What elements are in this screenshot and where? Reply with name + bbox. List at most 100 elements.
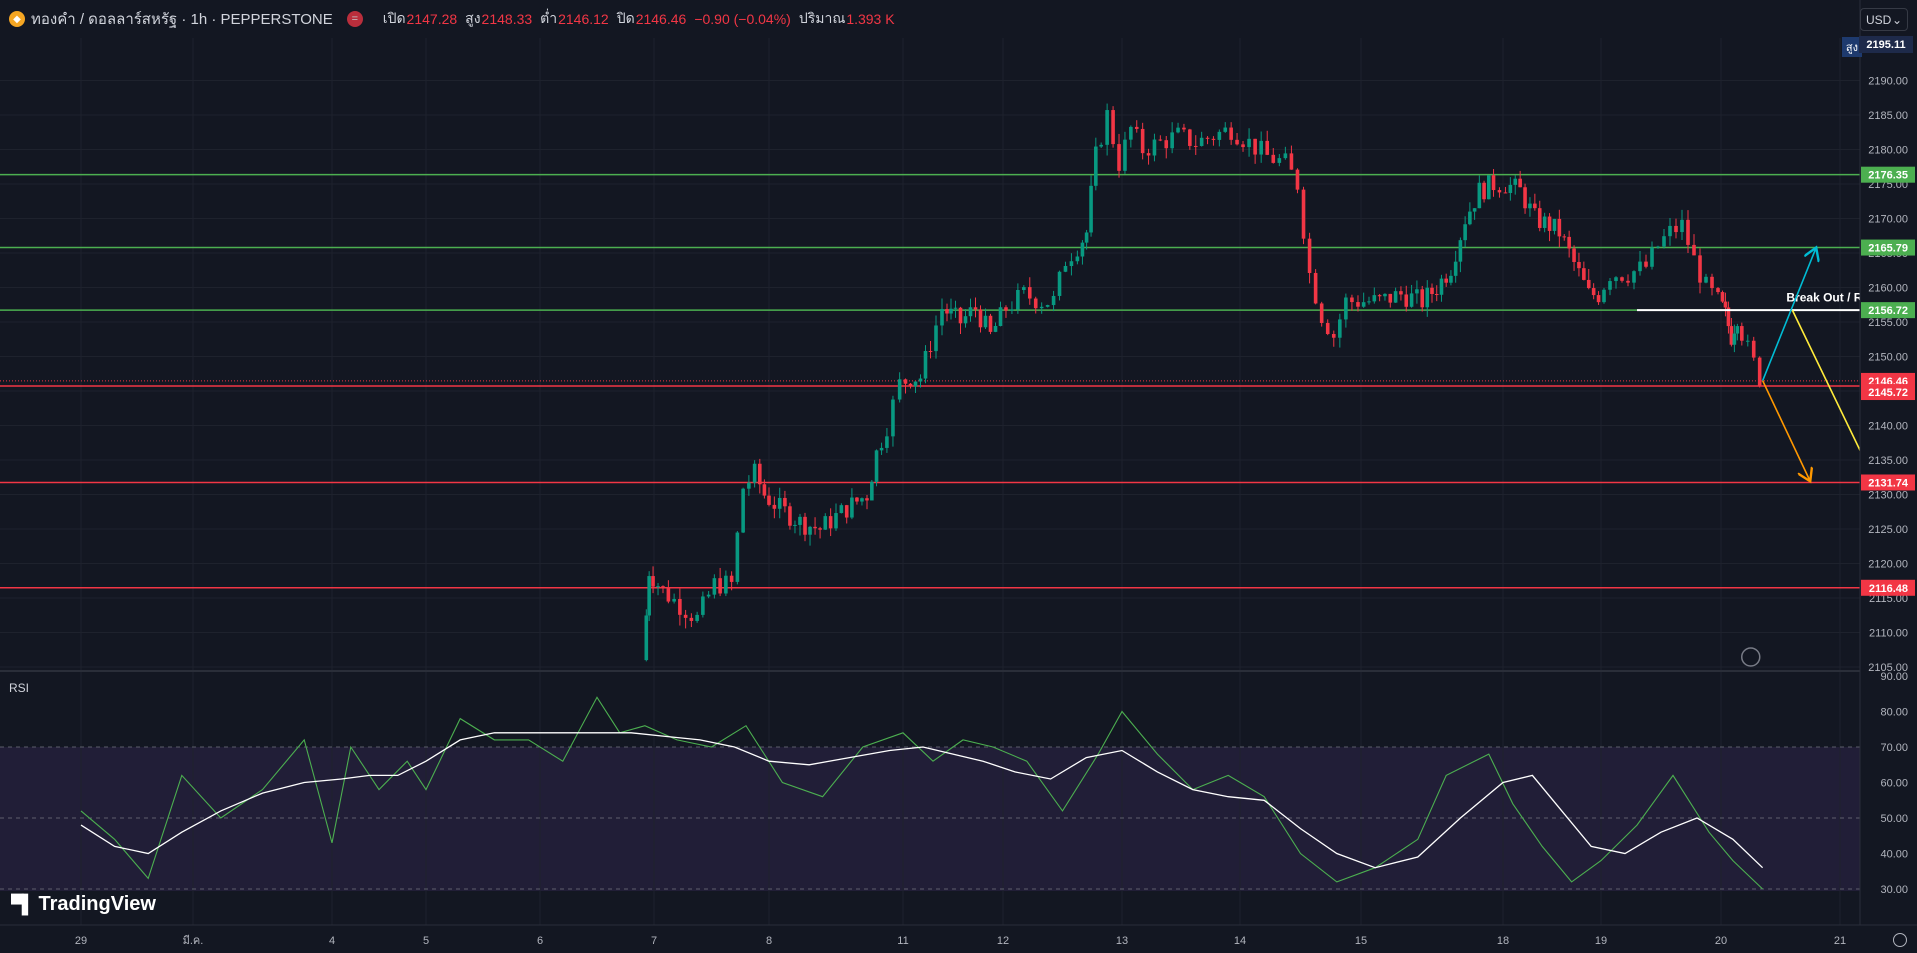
candle-body (1295, 169, 1300, 190)
settings-icon[interactable] (1893, 933, 1907, 947)
candle-body (913, 381, 918, 387)
candle-body (1686, 219, 1690, 245)
rsi-tick-label: 70.00 (1880, 742, 1908, 754)
candle-body (1193, 145, 1198, 147)
currency-value: USD (1866, 12, 1892, 27)
candle-body (747, 482, 751, 489)
rsi-tick-label: 50.00 (1880, 813, 1908, 825)
volume-label: ปริมาณ (798, 10, 846, 26)
candle-body (1439, 278, 1444, 295)
high-value: 2148.33 (481, 11, 533, 27)
candle-body (918, 378, 923, 382)
rsi-tick-label: 60.00 (1880, 778, 1908, 790)
candle-body (1140, 128, 1145, 154)
candle-body (1572, 248, 1576, 262)
candle-body (1152, 139, 1157, 156)
candle-body (1692, 244, 1696, 256)
candle-body (1626, 280, 1630, 283)
candle-body (1129, 126, 1133, 140)
symbol-title[interactable]: ทองคำ / ดอลลาร์สหรัฐ · 1h · PEPPERSTONE (31, 11, 333, 28)
candle-body (897, 379, 902, 400)
time-tick-label: 6 (537, 935, 543, 947)
candle-body (689, 617, 694, 621)
candle-body (1241, 144, 1245, 148)
candle-body (1111, 110, 1115, 145)
candle-body (651, 576, 655, 587)
candle-body (1608, 281, 1612, 290)
rsi-title[interactable]: RSI (9, 681, 30, 695)
rsi-tick-label: 80.00 (1880, 707, 1908, 719)
candle-body (1740, 326, 1744, 341)
price-tick-label: 2120.00 (1868, 559, 1908, 571)
candle-body (1188, 129, 1192, 146)
time-tick-label: 14 (1234, 935, 1246, 947)
candle-body (963, 316, 968, 324)
candle-body (1235, 139, 1239, 145)
candle-body (834, 513, 838, 529)
candle-body (850, 497, 854, 518)
candle-body (777, 497, 782, 509)
candle-body (1458, 240, 1463, 262)
candle-body (1503, 192, 1508, 194)
candle-body (1372, 295, 1377, 302)
candle-body (762, 484, 767, 496)
candle-body (923, 350, 928, 379)
time-tick-label: 18 (1497, 935, 1509, 947)
tradingview-logo[interactable]: ▀▌ TradingView (11, 893, 156, 916)
candle-body (1045, 305, 1050, 307)
high-marker-value: 2195.11 (1859, 36, 1913, 53)
candle-body (1567, 236, 1571, 249)
time-tick-label: 11 (897, 935, 908, 947)
rsi-pane (80, 696, 1764, 890)
candle-body (803, 516, 807, 535)
candle-body (1434, 293, 1439, 295)
candle-body (644, 615, 649, 661)
candle-body (1247, 138, 1251, 148)
candle-body (1716, 288, 1720, 293)
candle-body (1430, 287, 1434, 294)
candle-body (1361, 302, 1366, 307)
event-circle (1741, 647, 1761, 667)
level-price-tag (1861, 302, 1915, 319)
candle-body (1301, 189, 1306, 239)
candle-body (1223, 127, 1228, 132)
candle-body (865, 498, 869, 501)
candle-body (1277, 158, 1282, 163)
candle-body (1094, 146, 1098, 186)
price-tick-label: 2155.00 (1868, 317, 1908, 329)
time-tick-label: 19 (1595, 935, 1607, 947)
candle-body (1468, 211, 1472, 225)
candle-body (1710, 276, 1714, 289)
candle-body (1444, 278, 1448, 283)
currency-select[interactable]: USD ⌄ (1860, 8, 1908, 31)
candle-body (1729, 326, 1734, 345)
candle-body (1199, 137, 1204, 146)
candle-body (1656, 246, 1660, 248)
close-value: 2146.46 (635, 11, 687, 27)
time-tick-label: 15 (1355, 935, 1367, 947)
candle-body (1453, 261, 1458, 276)
candle-body (891, 399, 895, 437)
candle-body (1271, 154, 1276, 163)
time-tick-label: 29 (75, 935, 87, 947)
candle-body (998, 307, 1003, 326)
candle-body (1680, 219, 1684, 233)
candle-body (1528, 203, 1532, 209)
candle-body (1075, 256, 1080, 262)
price-tick-label: 2160.00 (1868, 283, 1908, 295)
candle-body (968, 307, 973, 317)
candle-body (1356, 302, 1360, 307)
candle-body (1497, 190, 1502, 193)
horizontal-levels (0, 173, 1860, 589)
candle-body (1518, 178, 1522, 188)
rsi-tick-label: 90.00 (1880, 671, 1908, 683)
level-price-tag (1861, 579, 1915, 596)
candle-body (1726, 307, 1731, 327)
candle-body (1638, 261, 1642, 272)
candle-body (855, 497, 859, 502)
candle-body (718, 578, 722, 594)
market-status-icon[interactable]: = (346, 11, 363, 27)
candle-body (1367, 301, 1371, 303)
